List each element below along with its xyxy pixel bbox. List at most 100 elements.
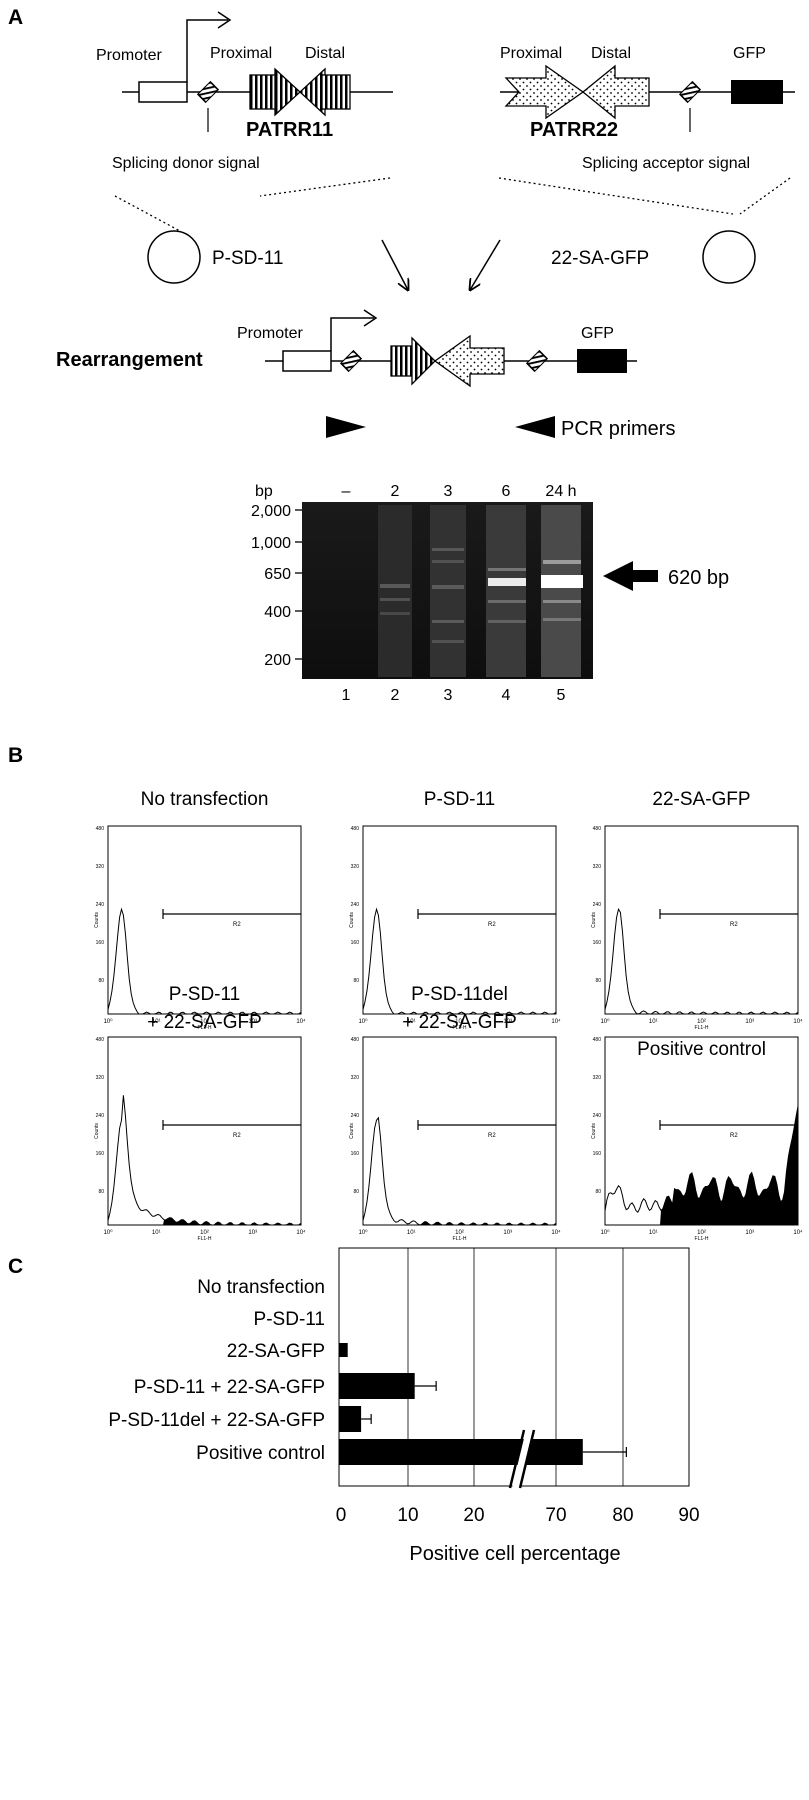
- x-tick-label: 80: [612, 1505, 633, 1526]
- histogram-frame: [362, 825, 557, 1015]
- histogram-x-tick: 10⁰: [600, 1229, 610, 1236]
- histogram-frame: [107, 1036, 302, 1226]
- primer-reverse: [515, 416, 555, 438]
- bar: [339, 1373, 415, 1399]
- x-tick-label: 90: [678, 1505, 699, 1526]
- histogram-curve: [107, 1095, 302, 1226]
- histogram-x-tick: 10²: [455, 1230, 464, 1236]
- histogram-title: + 22-SA-GFP: [402, 1012, 517, 1033]
- distal-label-right: Distal: [591, 45, 631, 62]
- histogram-title: 22-SA-GFP: [652, 789, 750, 810]
- product-arrow: [603, 561, 658, 591]
- gate-label: R2: [730, 922, 738, 928]
- patrr22-proximal-arm: [504, 64, 585, 120]
- gel-marker-label: 2,000: [251, 503, 291, 520]
- histogram-x-tick: 10²: [455, 1019, 464, 1025]
- histogram-y-tick: 320: [351, 864, 360, 870]
- gel-band: [488, 600, 526, 603]
- histogram-x-label: FL1-H: [198, 1025, 212, 1031]
- histogram-y-tick: 80: [595, 1189, 601, 1195]
- histogram-y-tick: 160: [96, 940, 105, 946]
- x-axis-label: Positive cell percentage: [409, 1543, 620, 1565]
- histogram-curve: [362, 1116, 557, 1226]
- histogram-y-tick: 480: [351, 1037, 360, 1043]
- patrr22-label: PATRR22: [530, 119, 618, 141]
- histogram: No transfection 480 320 240 160 80 Counts 10⁰ 10…: [94, 789, 306, 1031]
- histogram-frame: [604, 825, 799, 1015]
- proximal-label-right: Proximal: [500, 45, 562, 62]
- histogram-x-tick: 10⁰: [600, 1018, 610, 1025]
- gel-band: [380, 612, 410, 615]
- histogram-y-tick: 240: [96, 902, 105, 908]
- gel-marker-label: 200: [264, 652, 291, 669]
- histogram: P-SD-11 + 22-SA-GFP 480 320 240 160 80 Counts 10…: [94, 984, 306, 1242]
- construct-right: Proximal Distal PATRR22 GFP Splicing acc…: [500, 45, 795, 172]
- histogram-y-tick: 160: [593, 940, 602, 946]
- gel-band: [432, 548, 464, 551]
- gel-lane-number: 3: [444, 687, 453, 704]
- histogram-x-label: FL1-H: [695, 1025, 709, 1031]
- histogram-y-label: Counts: [349, 1123, 355, 1139]
- histogram-title: P-SD-11del: [411, 984, 508, 1005]
- histogram-x-tick: 10⁰: [358, 1018, 368, 1025]
- gel: bp 2,000 1,000 650 400 200 – 2 3 6 24 h 1 2 3 4 5 62…: [251, 483, 729, 704]
- patrr11-label: PATRR11: [246, 119, 333, 141]
- product-label: 620 bp: [668, 567, 729, 589]
- gel-band: [432, 585, 464, 589]
- gel-lane-number: 2: [391, 687, 400, 704]
- histogram-y-tick: 80: [98, 978, 104, 984]
- histogram-x-tick: 10¹: [152, 1230, 161, 1236]
- histogram-x-tick: 10⁴: [296, 1229, 306, 1236]
- histogram-x-tick: 10³: [503, 1230, 512, 1236]
- category-label: No transfection: [197, 1277, 325, 1298]
- histogram-curve: [107, 907, 302, 1015]
- histogram-title: P-SD-11: [169, 984, 240, 1005]
- histogram: P-SD-11del + 22-SA-GFP 480 320 240 160 80 Count…: [349, 984, 561, 1242]
- gel-bp-label: bp: [255, 483, 273, 500]
- x-tick-label: 0: [336, 1505, 347, 1526]
- bar: [339, 1439, 583, 1465]
- rearrangement-construct: Rearrangement Promoter GFP PCR primers: [56, 309, 675, 440]
- histogram: 22-SA-GFP 480 320 240 160 80 Counts 10⁰ 10¹ 10² 10…: [591, 789, 803, 1031]
- promoter-arrow: [186, 19, 228, 82]
- gel-band: [432, 640, 464, 643]
- gel-time-label: 24 h: [545, 483, 576, 500]
- histogram-y-tick: 480: [351, 826, 360, 832]
- histogram-x-tick: 10⁴: [793, 1018, 803, 1025]
- category-label: Positive control: [196, 1443, 325, 1464]
- histogram-y-tick: 80: [595, 978, 601, 984]
- histogram-x-tick: 10¹: [152, 1019, 161, 1025]
- gel-time-label: –: [342, 483, 351, 500]
- histogram-x-tick: 10¹: [649, 1230, 658, 1236]
- gel-band: [432, 560, 464, 563]
- histogram-gated-fill: [418, 1221, 556, 1225]
- promoter-box: [138, 81, 188, 103]
- histogram-y-label: Counts: [94, 1123, 100, 1139]
- histogram-y-tick: 480: [593, 826, 602, 832]
- gate-label: R2: [233, 922, 241, 928]
- histogram-x-label: FL1-H: [695, 1236, 709, 1242]
- histogram-y-tick: 160: [351, 1151, 360, 1157]
- primer-forward: [326, 416, 366, 438]
- histogram-x-tick: 10²: [697, 1230, 706, 1236]
- splice-acceptor-label: Splicing acceptor signal: [582, 155, 750, 172]
- distal-label-left: Distal: [305, 45, 345, 62]
- histogram-y-label: Counts: [591, 1123, 597, 1139]
- histogram-y-tick: 240: [593, 1113, 602, 1119]
- histogram-y-tick: 160: [593, 1151, 602, 1157]
- proximal-label-left: Proximal: [210, 45, 272, 62]
- gel-band: [541, 575, 583, 588]
- histogram-y-tick: 80: [353, 978, 359, 984]
- histogram-x-tick: 10⁴: [551, 1018, 561, 1025]
- histogram-x-tick: 10³: [248, 1019, 257, 1025]
- construct-left: Promoter Proximal Distal PATRR11 Splicin…: [96, 11, 393, 172]
- histogram-y-label: Counts: [94, 912, 100, 928]
- splice-donor-label: Splicing donor signal: [112, 155, 260, 172]
- histogram-y-label: Counts: [591, 912, 597, 928]
- histogram-x-tick: 10¹: [649, 1019, 658, 1025]
- histogram-y-label: Counts: [349, 912, 355, 928]
- gel-lane-number: 5: [557, 687, 566, 704]
- histogram-y-tick: 320: [593, 864, 602, 870]
- category-label: P-SD-11del + 22-SA-GFP: [108, 1410, 325, 1431]
- panel-a-letter: A: [8, 6, 23, 29]
